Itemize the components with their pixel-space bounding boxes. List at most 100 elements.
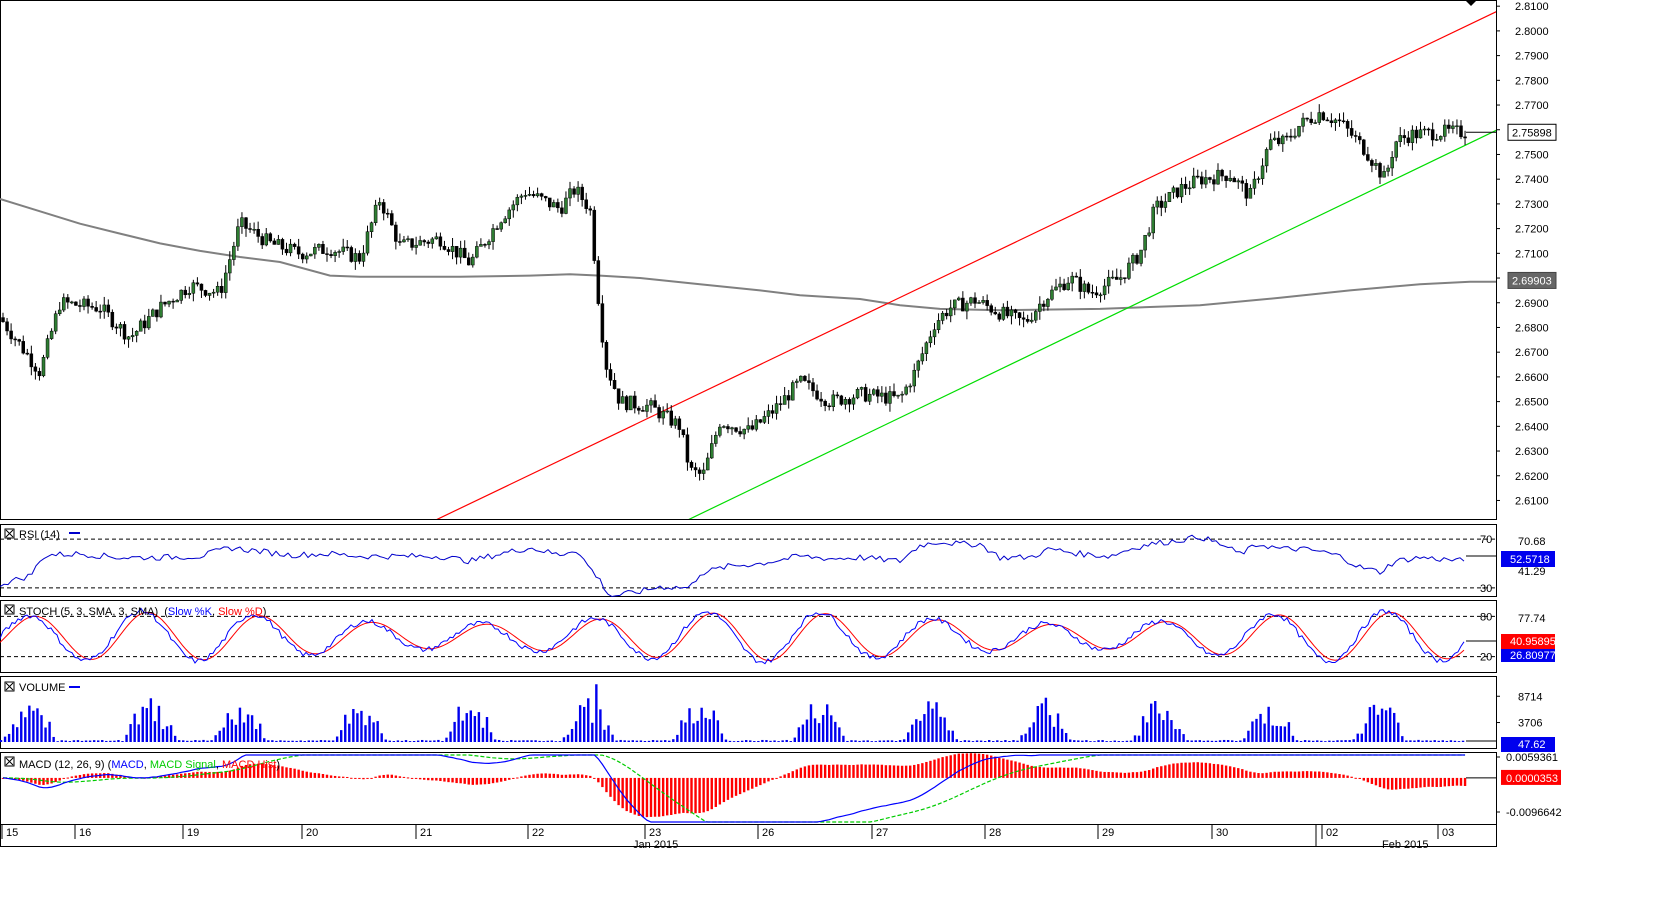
stoch-d-line bbox=[0, 611, 1465, 661]
volume-bar bbox=[396, 740, 400, 742]
macd-hist-bar bbox=[633, 777, 636, 815]
volume-bar bbox=[408, 741, 412, 742]
volume-bar bbox=[1299, 740, 1303, 742]
bull-candle bbox=[159, 301, 163, 318]
macd-hist-bar bbox=[1326, 772, 1329, 778]
volume-bar bbox=[834, 721, 837, 742]
volume-bar bbox=[16, 727, 19, 742]
volume-bar bbox=[1380, 708, 1384, 742]
volume-bar bbox=[182, 740, 185, 742]
macd-hist-bar bbox=[350, 777, 353, 779]
macd-hist-bar bbox=[836, 764, 839, 778]
macd-hist-bar bbox=[937, 758, 940, 778]
macd-hist-bar bbox=[998, 757, 1001, 778]
volume-bar bbox=[1056, 713, 1060, 742]
bull-candle bbox=[365, 231, 370, 254]
day-label: 26 bbox=[762, 827, 774, 839]
macd-hist-bar bbox=[1386, 777, 1390, 790]
macd-hist-bar bbox=[1046, 767, 1050, 778]
volume-bar bbox=[716, 720, 720, 742]
price-tick-label: 2.6900 bbox=[1515, 298, 1549, 310]
macd-hist-bar bbox=[625, 777, 628, 812]
macd-hist-bar bbox=[38, 777, 41, 785]
volume-bar bbox=[797, 727, 801, 742]
volume-bar bbox=[1040, 703, 1044, 742]
bear-candle bbox=[1345, 121, 1350, 129]
bear-candle bbox=[560, 207, 564, 214]
bear-candle bbox=[183, 289, 187, 296]
volume-bar bbox=[1328, 740, 1331, 742]
macd-hist-bar bbox=[1451, 777, 1455, 786]
macd-hist-bar bbox=[945, 756, 948, 778]
volume-bar bbox=[858, 740, 861, 742]
bull-candle bbox=[1418, 129, 1423, 139]
macd-hist-bar bbox=[941, 757, 944, 778]
bear-candle bbox=[653, 400, 657, 408]
bear-candle bbox=[1135, 254, 1139, 264]
bear-candle bbox=[633, 395, 637, 409]
macd-hist-bar bbox=[252, 763, 256, 778]
bull-candle bbox=[1317, 112, 1321, 123]
stoch-k-line bbox=[0, 607, 1465, 665]
volume-bar bbox=[250, 715, 254, 742]
macd-hist-bar bbox=[317, 773, 321, 778]
bull-candle bbox=[1293, 135, 1297, 138]
volume-bar bbox=[364, 725, 367, 742]
bull-candle bbox=[1155, 200, 1159, 208]
volume-bar bbox=[307, 740, 310, 742]
macd-hist-bar bbox=[337, 776, 341, 778]
macd-hist-bar bbox=[815, 764, 819, 778]
bear-candle bbox=[811, 382, 815, 392]
macd-hist-bar bbox=[248, 764, 252, 778]
macd-hist-bar bbox=[791, 771, 794, 778]
volume-bar bbox=[712, 710, 715, 742]
macd-hist-bar bbox=[1196, 762, 1199, 778]
macd-hist-bar bbox=[819, 764, 823, 778]
candlesticks bbox=[1, 104, 1467, 481]
bull-candle bbox=[940, 312, 945, 321]
stoch-label: STOCH (5, 3, SMA, 3, SMA) bbox=[19, 606, 158, 618]
bear-candle bbox=[1208, 177, 1212, 180]
volume-bar bbox=[404, 740, 408, 742]
rsi-value-box bbox=[1501, 551, 1555, 567]
volume-bar bbox=[566, 734, 570, 742]
bear-candle bbox=[1017, 312, 1022, 319]
macd-hist-bar bbox=[1042, 767, 1046, 778]
macd-hist-bar bbox=[1419, 777, 1422, 788]
macd-hist-bar bbox=[1054, 767, 1058, 778]
volume-bar bbox=[1028, 727, 1031, 742]
scroll-marker-icon[interactable] bbox=[1465, 0, 1477, 6]
bear-candle bbox=[1086, 283, 1091, 293]
price-tick-label: 2.6700 bbox=[1515, 347, 1549, 359]
volume-bar bbox=[283, 740, 286, 742]
volume-bar bbox=[32, 710, 35, 742]
volume-bar bbox=[805, 719, 809, 742]
volume-bar bbox=[186, 740, 189, 742]
volume-bar bbox=[1182, 734, 1185, 742]
macd-hist-bar bbox=[629, 777, 632, 813]
macd-hist-bar bbox=[1139, 771, 1143, 778]
bull-candle bbox=[1038, 303, 1042, 312]
volume-bar bbox=[416, 740, 420, 742]
macd-hist-bar bbox=[734, 777, 738, 796]
stoch-d-value-box bbox=[1501, 634, 1555, 649]
bull-candle bbox=[1143, 235, 1147, 251]
bull-candle bbox=[742, 428, 746, 435]
macd-hist-bar bbox=[783, 774, 786, 778]
macd-hist-bar bbox=[1204, 762, 1208, 778]
macd-hist-bar bbox=[1431, 777, 1434, 787]
volume-bar bbox=[76, 740, 80, 742]
volume-bar bbox=[1360, 733, 1363, 742]
volume-bar bbox=[1069, 739, 1072, 742]
macd-hist-bar bbox=[779, 776, 782, 778]
macd-hist-bar bbox=[305, 771, 308, 778]
volume-bar bbox=[153, 721, 157, 742]
bear-candle bbox=[292, 243, 297, 247]
macd-hist-bar bbox=[661, 777, 665, 817]
macd-hist-bar bbox=[1066, 767, 1070, 778]
price-tick-label: 2.8000 bbox=[1515, 26, 1549, 38]
bear-candle bbox=[1277, 137, 1281, 145]
macd-line bbox=[2, 754, 1466, 823]
bear-candle bbox=[1220, 169, 1224, 177]
macd-hist-bar bbox=[524, 775, 527, 778]
